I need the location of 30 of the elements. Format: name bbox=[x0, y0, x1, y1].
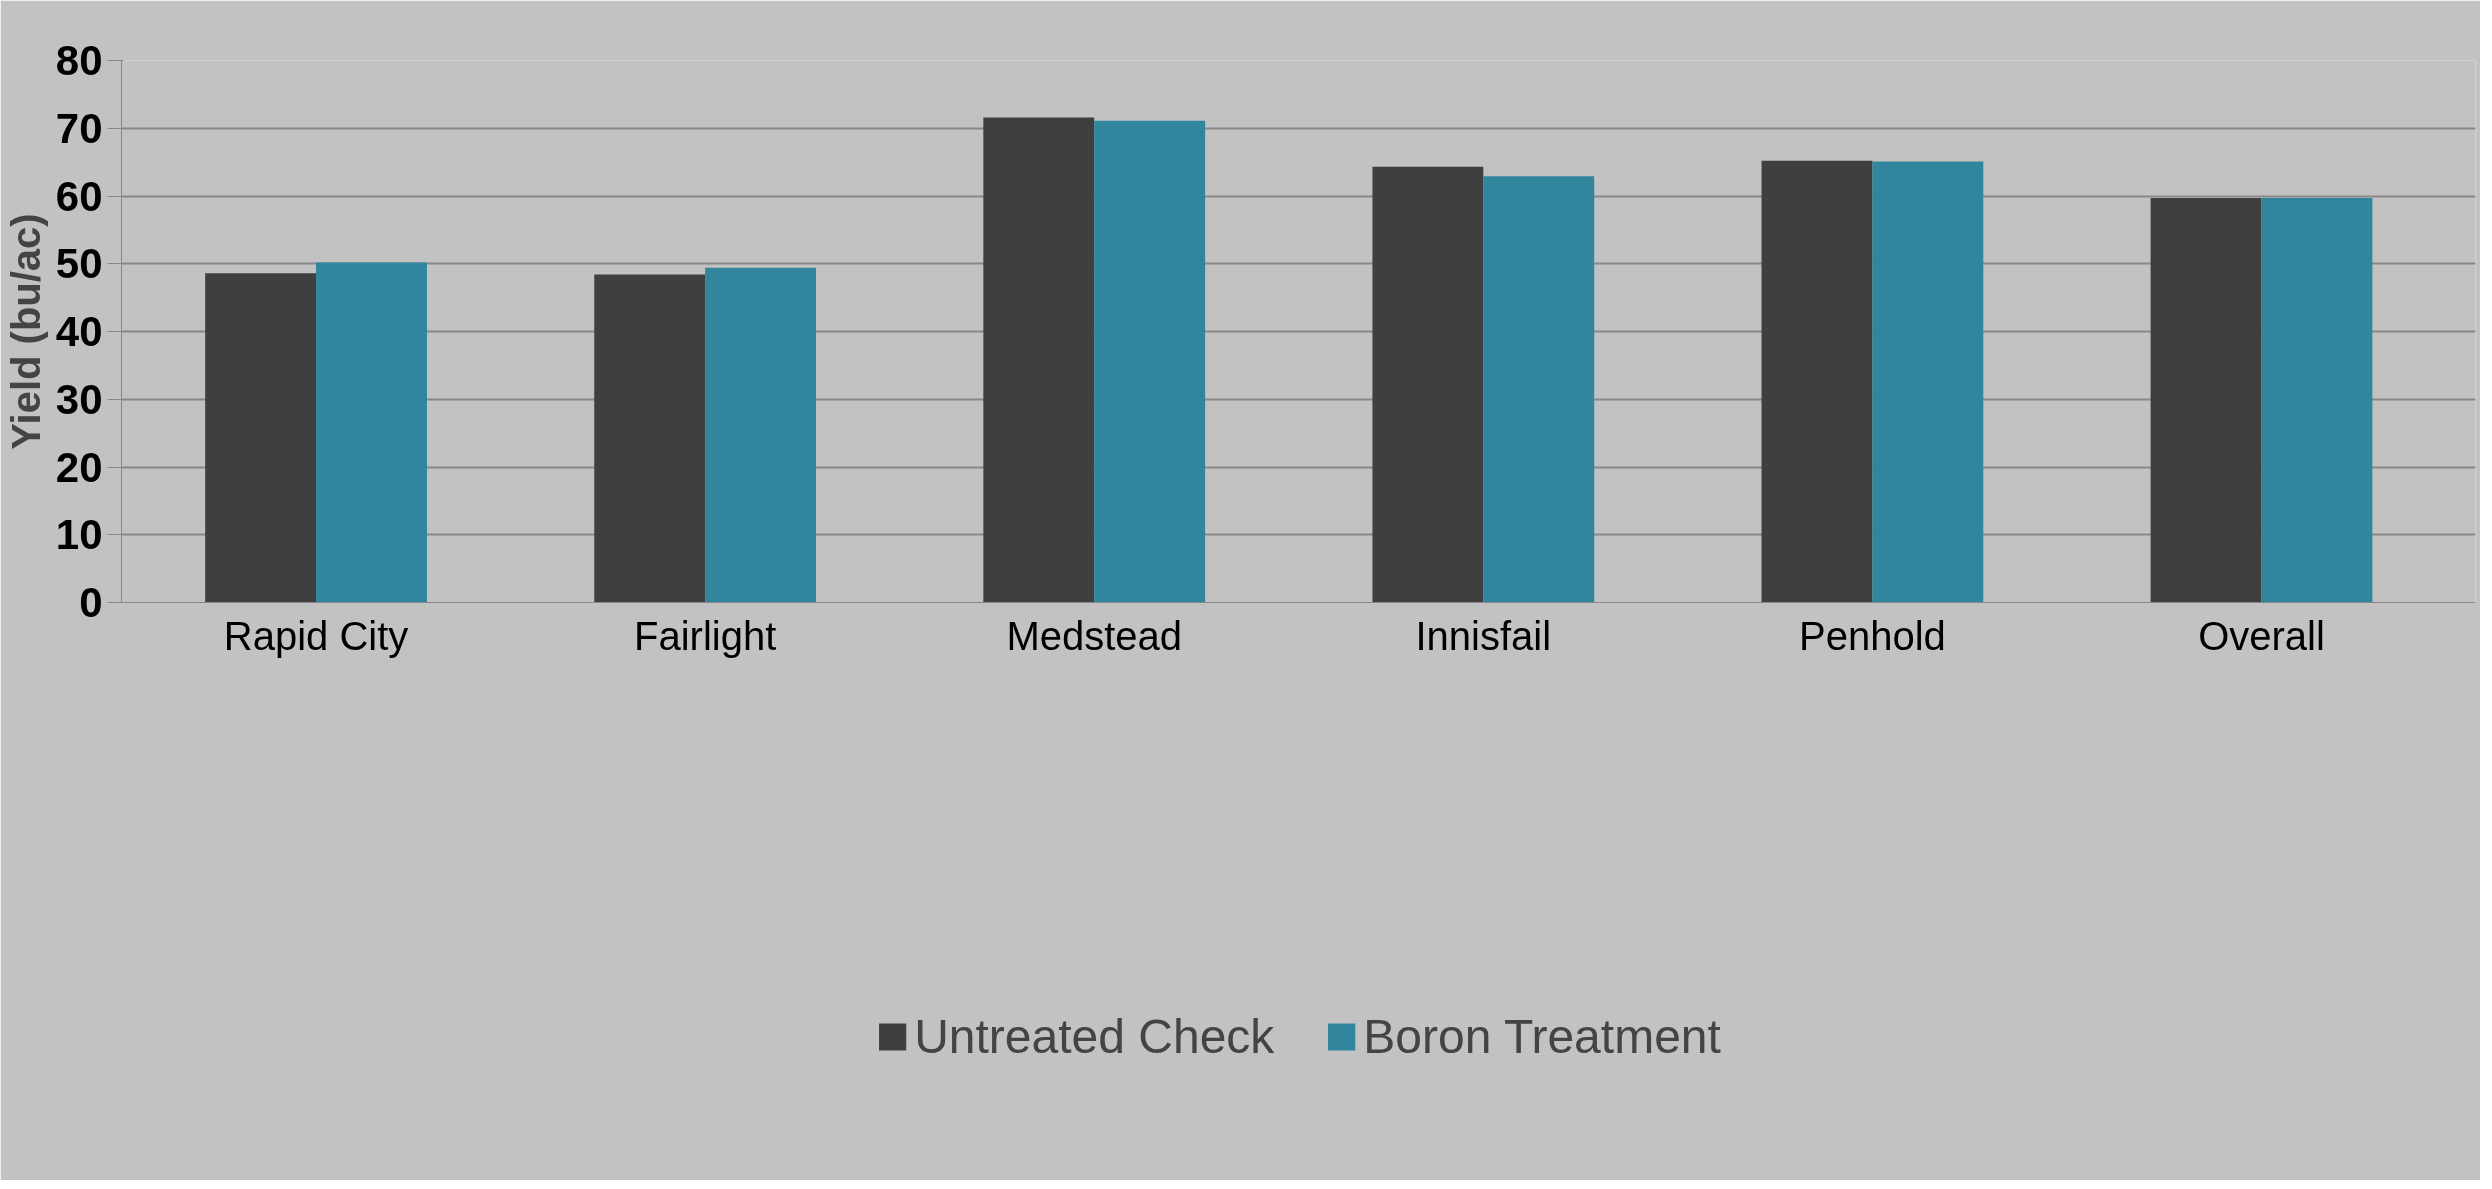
bar bbox=[983, 117, 1095, 603]
bar bbox=[594, 274, 706, 603]
bar bbox=[1094, 120, 1206, 603]
y-tick-label: 10 bbox=[55, 511, 103, 559]
x-tick-label: Innisfail bbox=[1415, 613, 1552, 658]
y-tick-label: 30 bbox=[55, 375, 103, 423]
bar bbox=[1872, 161, 1984, 603]
x-tick-label: Medstead bbox=[1006, 613, 1183, 658]
bar bbox=[1483, 176, 1595, 603]
y-tick-label: 80 bbox=[55, 37, 103, 84]
y-tick-label: 20 bbox=[55, 443, 103, 491]
bar bbox=[1761, 160, 1873, 603]
bar bbox=[205, 273, 317, 603]
y-tick-label: 0 bbox=[79, 579, 103, 626]
y-axis-title: Yield (bu/ac) bbox=[3, 213, 48, 450]
x-tick-label: Fairlight bbox=[634, 613, 777, 658]
bar bbox=[2261, 198, 2373, 603]
x-tick-label: Overall bbox=[2198, 613, 2325, 658]
y-tick-label: 50 bbox=[55, 240, 103, 288]
x-tick-label: Penhold bbox=[1799, 613, 1946, 658]
bar bbox=[1372, 166, 1484, 603]
legend-label: Untreated Check bbox=[914, 1008, 1275, 1064]
x-tick-label: Rapid City bbox=[223, 613, 409, 658]
bar bbox=[316, 262, 427, 603]
y-tick-label: 70 bbox=[55, 104, 103, 152]
legend-label: Boron Treatment bbox=[1363, 1008, 1721, 1064]
y-tick-label: 60 bbox=[55, 172, 103, 220]
bar bbox=[2150, 198, 2262, 603]
bar bbox=[705, 267, 817, 603]
y-tick-label: 40 bbox=[55, 308, 103, 355]
